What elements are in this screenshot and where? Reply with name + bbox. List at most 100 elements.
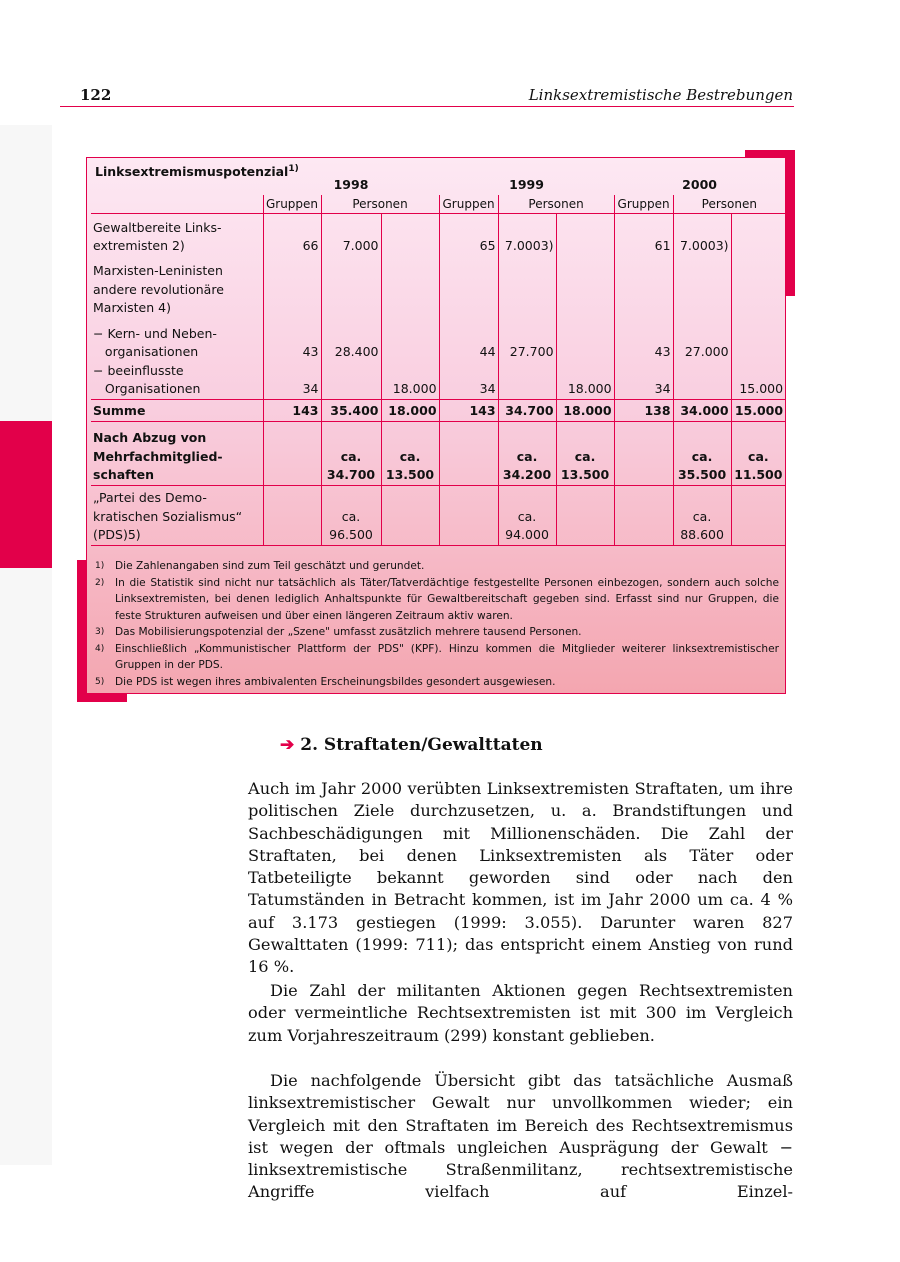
row-label-line: Mehrfachmitglied- <box>93 448 223 464</box>
table-cell: ca. 34.200 <box>497 421 557 486</box>
table-cell: ca. 35.500 <box>672 421 732 486</box>
table-cell <box>262 255 321 318</box>
footnote: 5) Die PDS ist wegen ihres ambivalenten E… <box>95 674 779 691</box>
table-cell <box>555 317 615 362</box>
footnote: 1) Die Zahlenangaben sind zum Teil geschä… <box>95 558 779 575</box>
row-label-line: schaften <box>93 467 154 482</box>
footnote-key: 4) <box>95 643 105 654</box>
table-title-note: 1) <box>288 164 299 174</box>
table-cell: 7.000 <box>320 213 381 256</box>
table-cell: 34 <box>438 361 499 400</box>
row-label: − beeinflusste Organisationen <box>91 361 263 400</box>
net-row: Nach Abzug von Mehrfachmitglied-schaften c… <box>91 421 786 486</box>
groups-header: Gruppen <box>262 194 321 214</box>
pds-row: „Partei des Demo-kratischen Sozialismus“… <box>91 485 786 546</box>
table-cell: 66 <box>262 213 321 256</box>
table-cell: 44 <box>438 317 499 362</box>
table-cell <box>730 255 786 318</box>
table-cell <box>555 255 615 318</box>
row-label: Summe <box>91 399 263 422</box>
table-cell <box>262 421 321 486</box>
table-cell: ca. 13.500 <box>555 421 615 486</box>
table-cell: 18.000 <box>555 399 615 422</box>
table-cell: 143 <box>438 399 499 422</box>
table-cell: 34.700 <box>497 399 557 422</box>
section-heading: ➔ 2. Straftaten/Gewalttaten <box>280 735 543 755</box>
header-rule <box>60 106 794 107</box>
table-row: Gewaltbereite Links-extremisten 2) 66 7.00… <box>91 213 786 256</box>
persons-header: Personen <box>320 194 440 214</box>
row-label-line: Nach Abzug von <box>93 430 207 445</box>
footnote-key: 5) <box>95 676 105 687</box>
table-cell: 7.0003) <box>672 213 732 256</box>
table-cell: 143 <box>262 399 321 422</box>
row-label-line: kratischen Sozialismus“ <box>93 508 243 524</box>
row-label-line: − beeinflusste <box>93 362 184 378</box>
table-cell <box>438 255 499 318</box>
table-cell: 138 <box>613 399 674 422</box>
table-cell <box>497 255 557 318</box>
row-label-line: − Kern- und Neben- <box>93 325 217 341</box>
table-cell: 34 <box>613 361 674 400</box>
row-label: Gewaltbereite Links-extremisten 2) <box>91 214 263 256</box>
table-cell <box>555 485 615 546</box>
row-label-line: Organisationen <box>93 381 201 396</box>
year-header: 1998 <box>333 177 369 192</box>
table-cell <box>555 213 615 256</box>
row-label-line: andere revolutionäre <box>93 281 224 297</box>
statistics-box: Linksextremismuspotenzial1) 1998 1999 2000… <box>86 157 786 694</box>
footnote-text: Die PDS ist wegen ihres ambivalenten Ers… <box>115 675 556 688</box>
paragraph-1: Auch im Jahr 2000 verübten Linksextremis… <box>248 779 793 977</box>
table-cell <box>730 317 786 362</box>
table-cell <box>438 485 499 546</box>
extremism-table: 1998 1999 2000 Gruppen Personen Gruppen Person… <box>91 176 786 546</box>
row-label-line: (PDS)5) <box>93 527 141 542</box>
table-cell: ca. 96.500 <box>320 485 381 546</box>
footnotes: 1) Die Zahlenangaben sind zum Teil geschä… <box>95 558 779 690</box>
table-cell: 34.000 <box>672 399 732 422</box>
table-cell: 61 <box>613 213 674 256</box>
table-cell: 15.000 <box>730 399 786 422</box>
paragraph-3: Die nachfolgende Übersicht gibt das tats… <box>248 1071 793 1202</box>
table-row: − Kern- und Neben- organisationen 43 28.40… <box>91 317 786 362</box>
table-cell: 15.000 <box>730 361 786 400</box>
arrow-icon: ➔ <box>280 735 295 755</box>
paragraph-2: Die Zahl der militanten Aktionen gegen R… <box>248 981 793 1045</box>
table-title: Linksextremismuspotenzial1) <box>95 164 299 179</box>
footnote: 2) In die Statistik sind nicht nur tatsäc… <box>95 575 779 625</box>
sum-row: Summe 143 35.400 18.000 143 34.700 18.000 138 34… <box>91 399 786 422</box>
table-cell <box>320 255 381 318</box>
table-cell: 18.000 <box>380 361 440 400</box>
table-cell: ca. 11.500 <box>730 421 786 486</box>
subheader-row: Gruppen Personen Gruppen Personen Gruppen Per… <box>91 194 786 214</box>
table-cell: 28.400 <box>320 317 381 362</box>
empty-cell <box>91 194 263 214</box>
footnote: 3) Das Mobilisierungspotenzial der „Szene… <box>95 624 779 641</box>
row-label-line: Marxisten-Leninisten <box>93 263 223 278</box>
table-cell: ca. 94.000 <box>497 485 557 546</box>
table-cell: ca. 88.600 <box>672 485 732 546</box>
table-cell: 35.400 <box>320 399 381 422</box>
footnote-key: 1) <box>95 561 105 571</box>
table-cell <box>613 421 674 486</box>
footnote-text: In die Statistik sind nicht nur tatsächl… <box>115 576 779 622</box>
table-cell: 65 <box>438 213 499 256</box>
footnote-text: Einschließlich „Kommunistischer Plattfor… <box>115 642 779 672</box>
groups-header: Gruppen <box>438 194 499 214</box>
row-label-line: extremisten 2) <box>93 238 185 253</box>
table-cell <box>320 361 381 400</box>
groups-header: Gruppen <box>613 194 674 214</box>
table-cell <box>672 255 732 318</box>
running-title: Linksextremistische Bestrebungen <box>528 86 793 104</box>
table-cell: 43 <box>613 317 674 362</box>
empty-cell <box>91 176 263 195</box>
row-label-line: Gewaltbereite Links- <box>93 219 222 235</box>
row-label: Marxisten-Leninisten andere revolutionäre… <box>91 256 263 318</box>
table-row: Marxisten-Leninisten andere revolutionäre… <box>91 255 786 318</box>
row-label: − Kern- und Neben- organisationen <box>91 318 263 362</box>
row-label-line: Marxisten 4) <box>93 300 171 315</box>
table-cell <box>380 317 440 362</box>
table-cell <box>672 361 732 400</box>
row-label-line: „Partei des Demo- <box>93 490 207 505</box>
year-row: 1998 1999 2000 <box>91 176 785 195</box>
